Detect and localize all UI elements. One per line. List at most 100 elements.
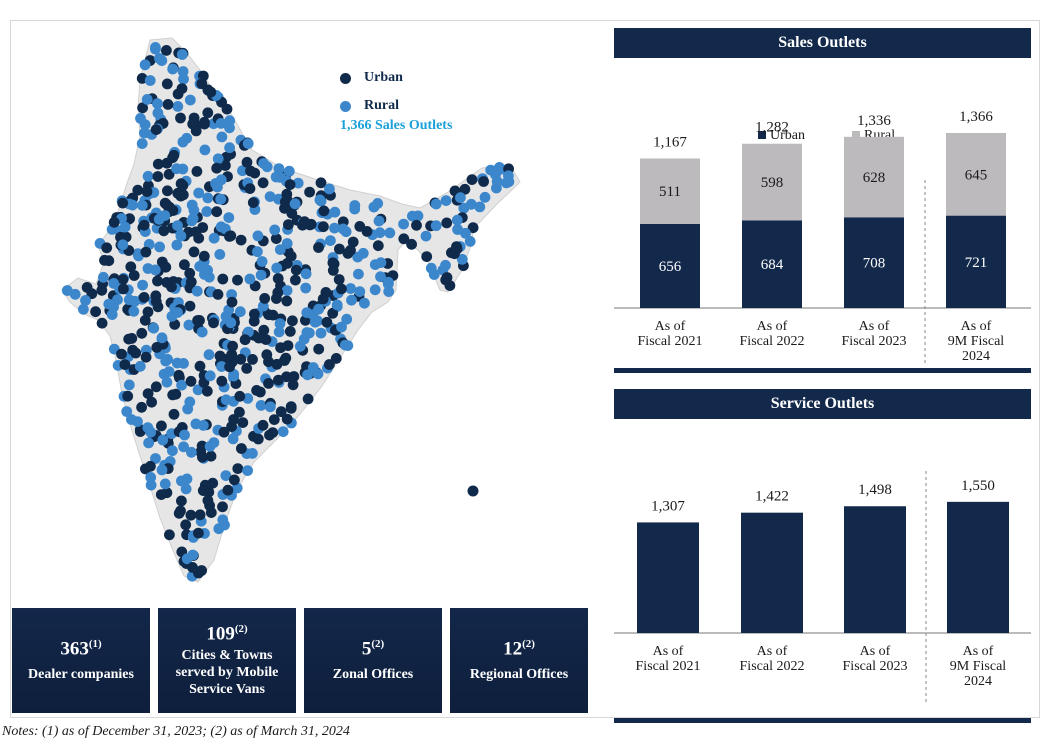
rural-outlet-marker (281, 285, 293, 296)
urban-outlet-marker (176, 495, 187, 507)
bar-rural (640, 158, 700, 224)
rural-outlet-marker (491, 182, 502, 194)
rural-outlet-marker (369, 284, 381, 296)
rural-outlet-marker (150, 43, 161, 55)
legend-label: Rural (364, 98, 399, 113)
rural-outlet-marker (119, 221, 131, 233)
urban-outlet-marker (150, 124, 162, 135)
rural-outlet-marker (158, 368, 170, 380)
total-label: 1,366 (959, 109, 993, 125)
rural-outlet-marker (352, 251, 364, 263)
urban-outlet-marker (126, 333, 138, 344)
rural-outlet-marker (464, 236, 476, 247)
rural-outlet-marker (255, 269, 267, 281)
rural-outlet-marker (128, 305, 140, 317)
rural-outlet-marker (148, 322, 160, 334)
stat-label: Regional Offices (469, 667, 569, 683)
rural-outlet-marker (329, 222, 340, 234)
rural-outlet-marker (187, 213, 199, 224)
rural-outlet-marker (167, 445, 178, 457)
rural-outlet-marker (407, 210, 418, 222)
urban-outlet-marker (99, 254, 110, 266)
urban-outlet-marker (167, 389, 179, 401)
rural-outlet-marker (177, 66, 189, 77)
urban-outlet-marker (281, 295, 293, 307)
rural-outlet-marker (142, 170, 154, 182)
rural-outlet-marker (208, 232, 220, 244)
rural-outlet-marker (428, 269, 440, 280)
rural-outlet-marker (145, 472, 157, 483)
urban-outlet-marker (138, 219, 150, 231)
rural-outlet-marker (214, 249, 226, 260)
rural-outlet-marker (112, 294, 123, 306)
urban-outlet-marker (446, 247, 457, 259)
urban-outlet-marker (261, 349, 273, 361)
content-frame (10, 20, 1040, 718)
urban-outlet-marker (211, 206, 223, 218)
rural-outlet-marker (354, 286, 366, 297)
rural-outlet-marker (197, 420, 209, 431)
rural-outlet-marker (501, 177, 512, 189)
data-label: 1,307 (651, 498, 685, 514)
urban-outlet-marker (168, 408, 180, 420)
urban-outlet-marker (145, 460, 156, 472)
data-label: 721 (965, 255, 988, 271)
urban-outlet-marker (236, 443, 247, 454)
rural-outlet-marker (226, 289, 238, 300)
urban-outlet-marker (146, 396, 158, 408)
rural-outlet-marker (258, 158, 269, 169)
rural-outlet-marker (129, 295, 141, 307)
urban-outlet-marker (136, 401, 148, 413)
rural-outlet-marker (349, 200, 361, 211)
panel-title: Sales Outlets (614, 28, 1031, 58)
rural-outlet-marker (137, 279, 149, 291)
rural-outlet-marker (180, 483, 192, 495)
urban-outlet-marker (168, 149, 180, 161)
rural-outlet-marker (159, 478, 171, 490)
urban-outlet-marker (234, 406, 245, 418)
urban-outlet-marker (217, 273, 229, 285)
data-label: 511 (659, 184, 681, 200)
rural-outlet-marker (178, 358, 189, 369)
bar (741, 512, 803, 633)
urban-outlet-marker (327, 265, 339, 276)
bar-rural (742, 143, 802, 221)
rural-outlet-marker (201, 206, 213, 217)
total-label: 1,336 (857, 113, 891, 129)
rural-outlet-marker (132, 416, 143, 427)
urban-outlet-marker (253, 332, 265, 344)
urban-outlet-marker (336, 283, 347, 295)
legend-label: Urban (770, 128, 805, 143)
urban-outlet-marker (297, 219, 308, 231)
rural-outlet-marker (171, 163, 183, 175)
rural-outlet-marker (274, 244, 286, 256)
urban-outlet-marker (284, 179, 296, 191)
urban-outlet-marker (270, 233, 282, 245)
rural-outlet-marker (264, 191, 276, 203)
urban-outlet-marker (263, 378, 274, 389)
urban-outlet-marker (327, 257, 339, 269)
rural-outlet-marker (199, 144, 211, 156)
legend-swatch (758, 131, 766, 139)
urban-outlet-marker (116, 348, 127, 360)
rural-outlet-marker (134, 360, 146, 372)
rural-outlet-marker (420, 230, 432, 242)
rural-outlet-marker (152, 98, 163, 110)
rural-outlet-marker (175, 230, 187, 242)
urban-outlet-marker (164, 529, 175, 541)
urban-outlet-marker (324, 359, 335, 370)
urban-outlet-marker (290, 274, 301, 286)
urban-outlet-marker (466, 174, 478, 186)
urban-outlet-marker (239, 334, 251, 346)
urban-outlet-marker (217, 501, 228, 513)
rural-outlet-marker (255, 400, 267, 411)
rural-outlet-marker (202, 264, 214, 276)
urban-outlet-marker (90, 306, 101, 318)
urban-outlet-marker (193, 527, 204, 539)
urban-outlet-marker (280, 352, 292, 364)
urban-outlet-marker (251, 385, 262, 396)
urban-outlet-marker (235, 234, 247, 246)
urban-outlet-marker (249, 308, 260, 320)
urban-outlet-marker (207, 477, 219, 489)
urban-outlet-marker (152, 171, 164, 182)
